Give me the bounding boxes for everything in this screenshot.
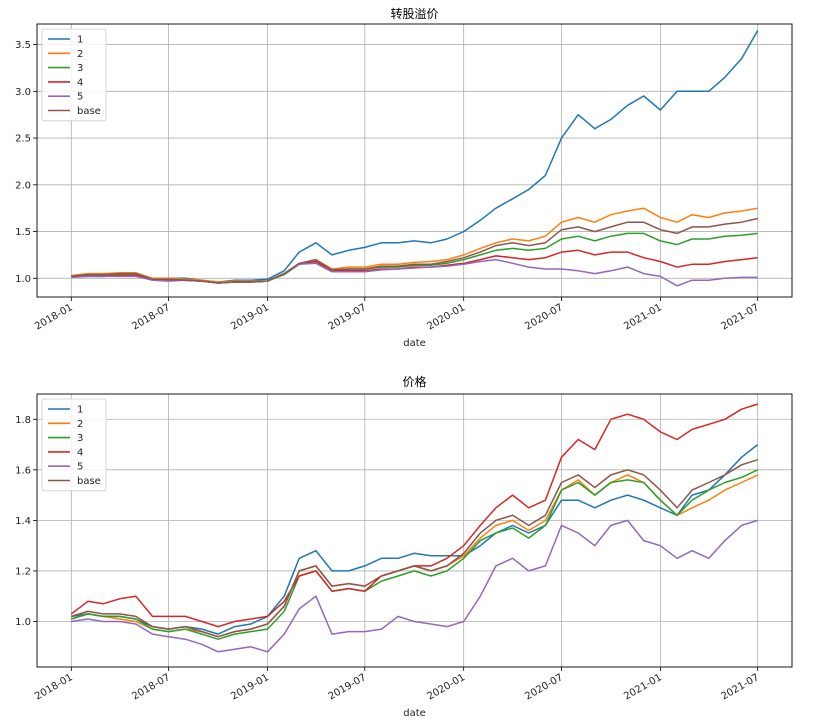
legend-label-2: 2 [77,419,83,430]
x-tick-label: 2018-07 [130,302,172,332]
y-tick-label: 1.2 [15,566,31,577]
series-line-base [71,217,758,284]
chart-title: 价格 [402,374,426,389]
y-tick-label: 1.0 [15,617,31,628]
legend-label-2: 2 [77,49,83,60]
legend-label-1: 1 [77,405,83,416]
legend-label-3: 3 [77,433,83,444]
y-tick-label: 3.5 [15,40,31,51]
series-line-1 [71,444,759,635]
y-tick-label: 2.0 [15,180,31,191]
series-line-1 [71,30,759,283]
legend-label-3: 3 [77,63,83,74]
x-tick-label: 2018-01 [33,302,75,332]
y-tick-label: 2.5 [15,134,31,145]
plot-area-frame [36,23,793,298]
x-tick-label: 2020-07 [523,672,565,702]
series-line-base [71,458,758,638]
chart-title: 转股溢价 [390,6,438,21]
x-tick-label: 2018-01 [33,672,75,702]
x-tick-label: 2019-01 [229,672,271,702]
y-tick-label: 1.8 [15,415,31,426]
x-tick-label: 2020-01 [425,302,467,332]
legend-label-base: base [77,476,101,487]
legend: 1 2 3 4 5 base [41,28,107,122]
series-line-5 [71,519,758,653]
legend-label-1: 1 [77,35,83,46]
x-tick-label: 2021-07 [719,672,761,702]
x-tick-label: 2018-07 [130,672,172,702]
x-axis-label: date [403,338,426,349]
chart-panel-1: 1.0 1.5 2.0 2.5 3.0 3.5 2018-01 2018-07 2019-01 2… [15,6,793,349]
series-line-2 [71,474,759,638]
legend-box [41,398,107,492]
legend: 1 2 3 4 5 base [41,398,107,492]
x-tick-label: 2020-07 [523,302,565,332]
legend-label-5: 5 [77,92,83,103]
series-line-2 [71,207,758,283]
x-tick-label: 2021-01 [622,302,664,332]
y-tick-label: 1.5 [15,227,31,238]
legend-label-4: 4 [77,77,83,88]
x-tick-label: 2019-07 [327,672,369,702]
series-line-5 [71,258,758,287]
legend-label-5: 5 [77,462,83,473]
x-tick-label: 2021-07 [719,302,761,332]
y-tick-label: 1.4 [15,516,31,527]
x-tick-label: 2020-01 [425,672,467,702]
series-line-4 [70,403,758,628]
y-tick-label: 1.0 [15,274,31,285]
x-tick-label: 2021-01 [622,672,664,702]
x-tick-label: 2019-07 [327,302,369,332]
x-axis-label: date [403,708,426,719]
series-line-3 [71,469,759,640]
chart-panel-2: 1.0 1.2 1.4 1.6 1.8 2018-01 2018-07 2019-01 2019… [15,374,793,719]
legend-box [41,28,107,122]
legend-label-4: 4 [77,447,83,458]
y-tick-label: 3.0 [15,87,31,98]
legend-label-base: base [77,106,101,117]
y-tick-label: 1.6 [15,465,31,476]
x-tick-label: 2019-01 [229,302,271,332]
plot-area-frame [36,393,793,668]
